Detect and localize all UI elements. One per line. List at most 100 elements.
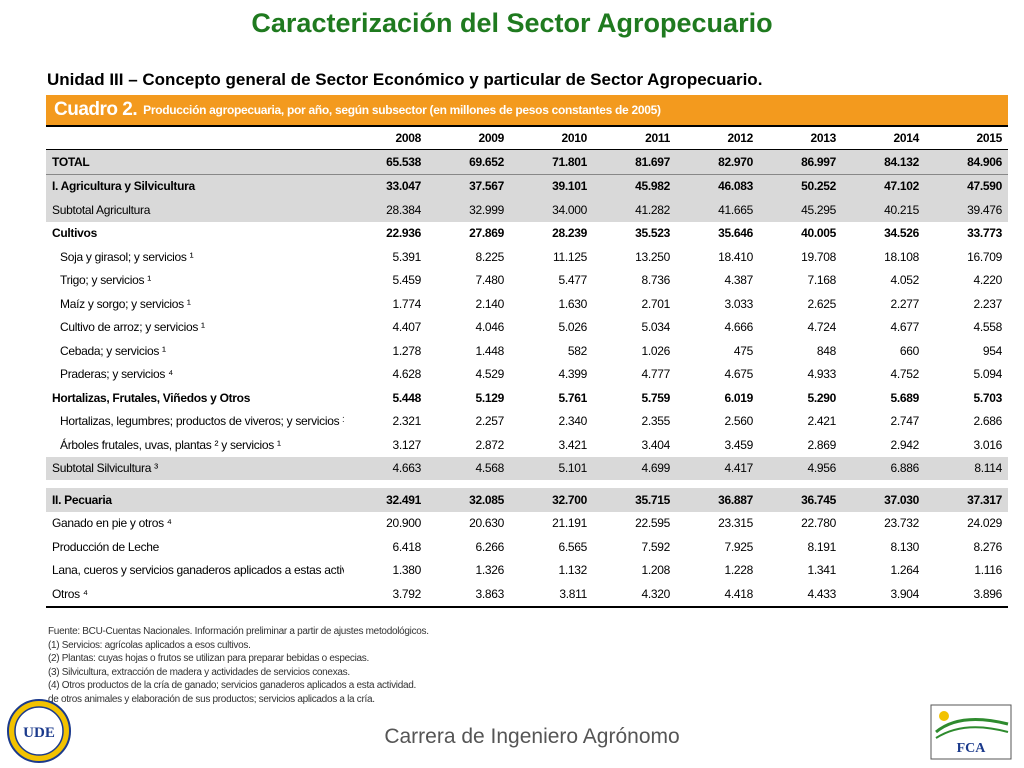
production-table-figure: Cuadro 2. Producción agropecuaria, por a… (46, 95, 1008, 608)
production-table: 2008 2009 2010 2011 2012 2013 2014 2015 TOTAL 65… (46, 125, 1008, 608)
value-cell: 5.026 (558, 320, 587, 335)
table-row: Árboles frutales, uvas, plantas ² y serv… (46, 433, 1008, 457)
value-cell: 34.000 (510, 198, 593, 222)
value-cell: 4.220 (973, 273, 1002, 288)
value-cell: 4.666 (724, 320, 753, 335)
value-cell: 5.759 (641, 390, 670, 405)
value-cell: 2.237 (973, 296, 1002, 311)
value-cell: 41.665 (676, 198, 759, 222)
footer-career: Carrera de Ingeniero Agrónomo (384, 725, 680, 748)
value-cell: 4.407 (392, 320, 421, 335)
value-cell: 1.132 (558, 563, 587, 578)
value-cell: 18.410 (718, 249, 753, 264)
value-cell: 69.652 (427, 149, 510, 175)
row-label: TOTAL (46, 149, 344, 175)
table-row: Lana, cueros y servicios ganaderos aplic… (46, 559, 1008, 583)
table-caption: Cuadro 2. Producción agropecuaria, por a… (46, 95, 1008, 125)
value-cell: 28.239 (552, 226, 587, 241)
table-row: Subtotal Silvicultura ³ 4.663 4.568 5.101 4.… (46, 456, 1008, 480)
value-cell: 3.033 (724, 296, 753, 311)
value-cell: 4.320 (593, 582, 676, 608)
value-cell (510, 480, 593, 488)
year-header-2013: 2013 (759, 125, 842, 150)
value-cell: 27.869 (469, 226, 504, 241)
value-cell: 8.225 (475, 249, 504, 264)
table-row: Praderas; y servicios ⁴ 4.628 4.529 4.399 4.… (46, 363, 1008, 387)
value-cell: 37.030 (842, 488, 925, 512)
value-cell: 2.277 (890, 296, 919, 311)
value-cell: 6.886 (842, 456, 925, 480)
value-cell: 4.558 (973, 320, 1002, 335)
value-cell: 40.005 (801, 226, 836, 241)
value-cell: 4.677 (890, 320, 919, 335)
value-cell: 33.047 (344, 174, 427, 198)
value-cell: 7.480 (475, 273, 504, 288)
table-description: Producción agropecuaria, por año, según … (143, 103, 661, 117)
row-label: Subtotal Silvicultura ³ (46, 456, 344, 480)
table-row: Producción de Leche 6.418 6.266 6.565 7.592 7… (46, 535, 1008, 559)
value-cell: 47.590 (925, 174, 1008, 198)
value-cell (925, 480, 1008, 488)
footnote-line: Fuente: BCU-Cuentas Nacionales. Informac… (48, 626, 429, 637)
value-cell: 6.418 (392, 539, 421, 554)
value-cell: 4.418 (676, 582, 759, 608)
value-cell: 1.278 (392, 343, 421, 358)
year-header-2012: 2012 (676, 125, 759, 150)
row-label: Producción de Leche (52, 539, 160, 554)
value-cell (593, 480, 676, 488)
row-label (46, 480, 344, 488)
value-cell: 2.421 (807, 414, 836, 429)
slide-title: Caracterización del Sector Agropecuario (251, 8, 773, 38)
table-row: Trigo; y servicios ¹ 5.459 7.480 5.477 8.736… (46, 269, 1008, 293)
header-label-cell (46, 125, 344, 150)
value-cell: 2.560 (724, 414, 753, 429)
year-header-2008: 2008 (344, 125, 427, 150)
value-cell (676, 480, 759, 488)
value-cell: 4.699 (593, 456, 676, 480)
value-cell: 8.114 (925, 456, 1008, 480)
value-cell: 32.999 (427, 198, 510, 222)
value-cell: 5.459 (392, 273, 421, 288)
value-cell: 86.997 (759, 149, 842, 175)
value-cell: 2.257 (475, 414, 504, 429)
value-cell: 5.101 (510, 456, 593, 480)
row-label: Otros ⁴ (46, 582, 344, 608)
value-cell: 45.295 (759, 198, 842, 222)
value-cell: 8.736 (641, 273, 670, 288)
row-label: Cultivo de arroz; y servicios ¹ (60, 320, 205, 335)
row-label: Cebada; y servicios ¹ (60, 343, 166, 358)
value-cell: 1.630 (558, 296, 587, 311)
value-cell: 35.715 (593, 488, 676, 512)
value-cell: 2.869 (807, 437, 836, 452)
year-header-2015: 2015 (925, 125, 1008, 150)
value-cell: 3.421 (558, 437, 587, 452)
table-row: I. Agricultura y Silvicultura 33.047 37.56… (46, 174, 1008, 198)
row-label: Praderas; y servicios ⁴ (60, 367, 173, 382)
value-cell: 18.108 (884, 249, 919, 264)
footnote-line: (2) Plantas: cuyas hojas o frutos se uti… (48, 653, 369, 664)
value-cell: 4.052 (890, 273, 919, 288)
table-row: II. Pecuaria 32.491 32.085 32.700 35.715 36.8… (46, 488, 1008, 512)
table-spacer-row (46, 480, 1008, 488)
value-cell: 582 (567, 343, 587, 358)
value-cell: 8.276 (973, 539, 1002, 554)
table-row: Hortalizas, legumbres; productos de vive… (46, 410, 1008, 434)
table-row: Soja y girasol; y servicios ¹ 5.391 8.225 1… (46, 245, 1008, 269)
value-cell: 8.191 (807, 539, 836, 554)
table-number: Cuadro 2. (54, 99, 138, 120)
value-cell: 5.689 (890, 390, 919, 405)
value-cell: 3.863 (427, 582, 510, 608)
value-cell: 65.538 (344, 149, 427, 175)
value-cell: 2.340 (558, 414, 587, 429)
value-cell: 4.433 (759, 582, 842, 608)
value-cell: 4.399 (558, 367, 587, 382)
table-row: Otros ⁴ 3.792 3.863 3.811 4.320 4.418 4.433 3.9… (46, 582, 1008, 608)
table-row: Cultivo de arroz; y servicios ¹ 4.407 4.04… (46, 316, 1008, 340)
footnote-line: (4) Otros productos de la cría de ganado… (48, 680, 416, 691)
value-cell: 3.459 (724, 437, 753, 452)
value-cell: 2.701 (641, 296, 670, 311)
value-cell: 5.034 (641, 320, 670, 335)
year-header-2010: 2010 (510, 125, 593, 150)
value-cell: 3.792 (344, 582, 427, 608)
year-header-2011: 2011 (593, 125, 676, 150)
